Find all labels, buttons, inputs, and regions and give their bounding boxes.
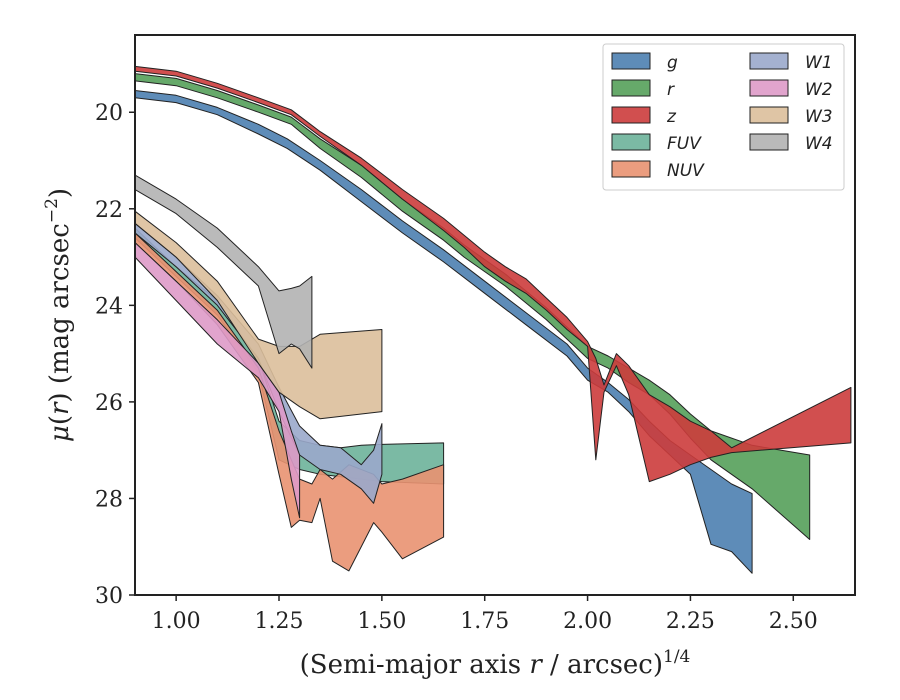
x-axis-label-unit: / arcsec)	[542, 650, 663, 680]
ticks-layer: 1.00 1.25 1.50 1.75 2.00 2.25 2.50 20 22 24 26 28 30	[95, 101, 818, 634]
y-tick-label: 22	[95, 198, 123, 223]
y-axis-label-mu: μ	[45, 425, 75, 442]
legend-swatch-g	[611, 52, 651, 70]
y-tick-label: 20	[95, 101, 123, 126]
plot-frame	[134, 34, 856, 596]
x-axis-label-prefix: (Semi-major axis	[300, 650, 530, 680]
legend-label-r: r	[667, 80, 675, 100]
series-band-w2	[135, 242, 301, 519]
y-tick-label: 24	[95, 294, 123, 319]
x-tick-label: 1.50	[357, 609, 406, 634]
legend-swatch-w4	[749, 133, 789, 151]
x-tick-label: 1.75	[460, 609, 509, 634]
x-tick-label: 2.50	[769, 609, 818, 634]
series-band-g	[135, 90, 753, 574]
legend-swatch-r	[611, 79, 651, 97]
y-axis-label-unit: ) (mag arcsec	[45, 223, 75, 402]
series-band-w3	[135, 210, 383, 420]
legend-label-w2: W2	[805, 80, 833, 100]
legend-swatch-w1	[749, 52, 789, 70]
legend-swatch-z	[611, 106, 651, 124]
y-tick-label: 26	[95, 391, 123, 416]
legend-swatch-w3	[749, 106, 789, 124]
x-tick-label: 2.25	[666, 609, 715, 634]
legend-swatch-nuv	[611, 160, 651, 178]
legend-label-fuv: FUV	[667, 134, 702, 154]
series-bands	[135, 65, 852, 574]
y-axis-label-var: r	[45, 401, 75, 415]
y-axis-label: μ(r) (mag arcsec−2)	[42, 188, 75, 442]
legend-label-g: g	[667, 53, 678, 73]
x-axis-label: (Semi-major axis r / arcsec)1/4	[300, 647, 691, 680]
y-tick-label: 30	[95, 584, 123, 609]
legend-label-w1: W1	[805, 53, 833, 73]
series-layer	[135, 65, 852, 574]
series-band-z	[135, 65, 852, 483]
x-tick-label: 2.00	[563, 609, 612, 634]
x-tick-label: 1.00	[152, 609, 201, 634]
y-axis-label-close: )	[45, 188, 75, 198]
series-band-w4	[135, 174, 313, 369]
y-axis-label-open: (	[45, 415, 75, 425]
legend-label-w3: W3	[805, 107, 833, 127]
legend-label-w4: W4	[805, 134, 833, 154]
legend: grz FUV NUV W1 W2 W3 W4	[602, 43, 845, 191]
legend-swatch-w2	[749, 79, 789, 97]
y-axis-label-exponent: −2	[42, 198, 62, 223]
legend-label-nuv: NUV	[667, 161, 705, 181]
x-axis-label-var: r	[529, 650, 543, 680]
y-tick-label: 28	[95, 487, 123, 512]
legend-swatch-fuv	[611, 133, 651, 151]
legend-label-z: z	[666, 107, 677, 127]
x-tick-label: 1.25	[255, 609, 304, 634]
x-axis-label-exponent: 1/4	[663, 647, 690, 667]
